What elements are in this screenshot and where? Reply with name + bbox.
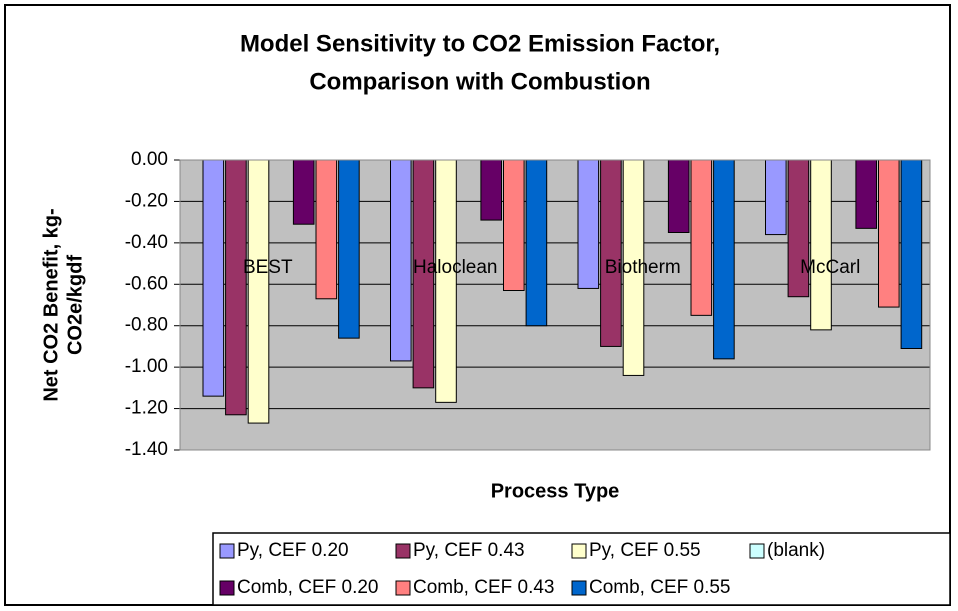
legend-label: (blank) — [767, 540, 825, 561]
legend-swatch — [219, 543, 235, 559]
bar — [503, 159, 525, 291]
bar — [690, 159, 713, 316]
bar — [855, 159, 878, 229]
legend-swatch — [571, 543, 587, 559]
category-label: McCarl — [800, 257, 860, 278]
bar — [900, 159, 923, 349]
bar — [292, 159, 315, 225]
legend-swatch — [571, 580, 587, 596]
bar — [247, 159, 270, 424]
category-label: Haloclean — [413, 257, 498, 278]
legend-label: Py, CEF 0.55 — [589, 540, 701, 561]
bar — [878, 159, 900, 308]
y-tick-label: -0.40 — [125, 232, 168, 253]
bar — [713, 159, 735, 360]
y-tick-label: -1.40 — [125, 439, 168, 460]
bar — [577, 159, 600, 289]
y-tick-label: 0.00 — [131, 149, 168, 170]
x-axis-title: Process Type — [491, 480, 620, 502]
bar — [765, 159, 787, 236]
bar — [202, 159, 225, 397]
legend-swatch — [395, 543, 411, 559]
bar — [667, 159, 690, 233]
chart-title: Model Sensitivity to CO2 Emission Factor… — [240, 30, 720, 57]
bar — [525, 159, 548, 327]
bar — [480, 159, 502, 221]
bar — [315, 159, 338, 300]
y-tick-label: -0.80 — [125, 315, 168, 336]
y-tick-label: -1.00 — [125, 356, 168, 377]
legend-label: Py, CEF 0.43 — [413, 540, 525, 561]
y-tick-label: -0.20 — [125, 190, 168, 211]
category-label: Biotherm — [605, 257, 681, 278]
bar — [225, 159, 247, 416]
y-axis-title: CO2e/kgdf — [64, 255, 86, 355]
legend-label: Py, CEF 0.20 — [237, 540, 349, 561]
bar — [338, 159, 360, 339]
chart-title: Comparison with Combustion — [309, 68, 650, 95]
category-label: BEST — [243, 257, 293, 278]
legend-swatch — [749, 543, 765, 559]
bar — [810, 159, 832, 331]
bar — [435, 159, 457, 403]
legend-label: Comb, CEF 0.20 — [237, 577, 379, 598]
y-axis-title: Net CO2 Benefit, kg- — [40, 208, 62, 401]
legend-label: Comb, CEF 0.55 — [589, 577, 731, 598]
legend-swatch — [395, 580, 411, 596]
plot-border — [179, 159, 931, 451]
legend-label: Comb, CEF 0.43 — [413, 577, 555, 598]
y-tick-label: -0.60 — [125, 273, 168, 294]
bar — [600, 159, 622, 347]
y-tick-label: -1.20 — [125, 398, 168, 419]
legend-swatch — [219, 580, 235, 596]
bar — [390, 159, 412, 362]
